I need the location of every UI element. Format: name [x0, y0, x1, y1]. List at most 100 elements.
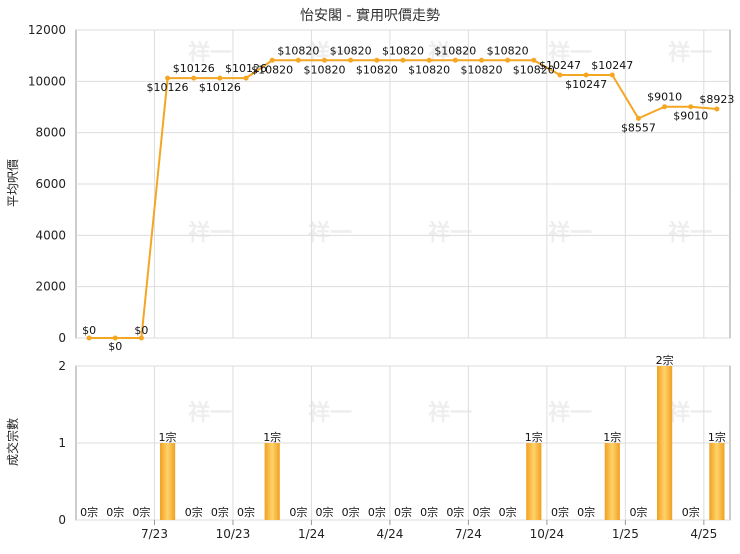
x-tick-label: 10/23: [216, 527, 251, 541]
price-data-label: $10820: [513, 63, 555, 76]
x-tick-label: 1/24: [298, 527, 325, 541]
count-bar-label: 0宗: [682, 505, 700, 519]
count-bar-label: 0宗: [394, 505, 412, 519]
price-data-label: $10820: [408, 63, 450, 76]
count-bar-label: 0宗: [211, 505, 229, 519]
watermark-text: 祥一: [308, 40, 352, 66]
price-point: [426, 57, 432, 63]
count-bar: [159, 443, 176, 520]
count-bar-label: 0宗: [80, 505, 98, 519]
watermark-text: 祥一: [428, 40, 472, 66]
price-data-label: $8557: [621, 121, 656, 134]
price-point: [662, 104, 668, 110]
price-point: [86, 335, 92, 341]
count-bar: [709, 443, 725, 520]
count-bar: [264, 443, 280, 520]
price-point: [165, 75, 171, 81]
price-y-tick-label: 12000: [28, 23, 66, 37]
watermark-text: 祥一: [668, 220, 712, 246]
price-point: [609, 72, 615, 78]
price-data-label: $0: [134, 324, 148, 337]
price-data-label: $10247: [591, 59, 633, 72]
watermark-text: 祥一: [428, 220, 472, 246]
price-data-label: $10247: [539, 59, 581, 72]
count-bar-label: 0宗: [342, 505, 360, 519]
price-y-tick-label: 8000: [35, 126, 66, 140]
price-data-label: $10820: [434, 44, 476, 57]
count-bar-label: 0宗: [289, 505, 307, 519]
count-bar-label: 0宗: [446, 505, 464, 519]
price-point: [243, 75, 249, 81]
count-bar: [604, 443, 620, 520]
watermark-text: 祥一: [428, 400, 472, 426]
watermark-text: 祥一: [548, 40, 592, 66]
count-bar: [657, 366, 673, 520]
price-data-label: $10820: [251, 63, 293, 76]
count-y-tick-label: 1: [58, 436, 66, 450]
watermark-text: 祥一: [548, 220, 592, 246]
price-data-label: $10820: [382, 44, 424, 57]
chart-title: 怡安閣 - 實用呎價走勢: [300, 7, 440, 24]
x-tick-label: 7/24: [455, 527, 482, 541]
price-y-tick-label: 10000: [28, 74, 66, 88]
count-bar-label: 1宗: [263, 430, 281, 444]
x-tick-label: 1/25: [612, 527, 639, 541]
watermark-text: 祥一: [548, 400, 592, 426]
price-data-label: $10247: [565, 78, 607, 91]
price-point: [635, 115, 641, 121]
count-bar: [526, 443, 542, 520]
count-bar-label: 1宗: [603, 430, 621, 444]
price-point: [400, 57, 406, 63]
price-data-label: $10820: [356, 63, 398, 76]
price-data-label: $8923: [699, 93, 734, 106]
count-bar-label: 1宗: [525, 430, 543, 444]
price-data-label: $10820: [487, 44, 529, 57]
price-data-label: $10820: [460, 63, 502, 76]
price-y-tick-label: 2000: [35, 280, 66, 294]
count-bar-label: 0宗: [316, 505, 334, 519]
count-bar-label: 0宗: [577, 505, 595, 519]
count-y-tick-label: 2: [58, 359, 66, 373]
price-point: [322, 57, 328, 63]
price-point: [688, 104, 694, 110]
price-y-tick-label: 0: [58, 331, 66, 345]
price-data-label: $0: [82, 324, 96, 337]
price-data-label: $10820: [277, 44, 319, 57]
watermark-text: 祥一: [188, 40, 232, 66]
price-data-label: $10126: [199, 81, 241, 94]
price-data-label: $10126: [147, 81, 189, 94]
price-y-tick-label: 4000: [35, 228, 66, 242]
count-bar-label: 0宗: [420, 505, 438, 519]
price-point: [583, 72, 589, 78]
count-bar-label: 0宗: [368, 505, 386, 519]
watermark-text: 祥一: [188, 400, 232, 426]
watermark-text: 祥一: [668, 40, 712, 66]
price-point: [269, 57, 275, 63]
price-data-label: $10126: [225, 62, 267, 75]
price-data-label: $10126: [173, 62, 215, 75]
count-bar-label: 0宗: [237, 505, 255, 519]
price-point: [478, 57, 484, 63]
count-bar-label: 0宗: [499, 505, 517, 519]
price-point: [217, 75, 223, 81]
count-bar-label: 0宗: [629, 505, 647, 519]
price-point: [112, 335, 118, 341]
count-bar-label: 0宗: [472, 505, 490, 519]
price-point: [557, 72, 563, 78]
price-point: [191, 75, 197, 81]
price-series-line: [89, 59, 717, 339]
x-tick-label: 4/24: [376, 527, 403, 541]
price-point: [531, 57, 537, 63]
count-bar-label: 2宗: [656, 353, 674, 367]
x-tick-label: 7/23: [141, 527, 168, 541]
count-bar-label: 0宗: [106, 505, 124, 519]
count-bar-label: 0宗: [185, 505, 203, 519]
count-bar-label: 1宗: [159, 430, 177, 444]
price-data-label: $10820: [330, 44, 372, 57]
price-data-label: $10820: [304, 63, 346, 76]
watermark-text: 祥一: [308, 400, 352, 426]
count-bar-label: 1宗: [708, 430, 726, 444]
transaction-panel: 0 1 2 0宗 0宗 0宗 1宗 0宗 0宗 0宗 1宗 0宗 0宗 0宗 0宗 0宗 0宗 0宗 0宗 0宗 1宗 0…: [58, 353, 731, 527]
price-data-label: $0: [108, 340, 122, 353]
